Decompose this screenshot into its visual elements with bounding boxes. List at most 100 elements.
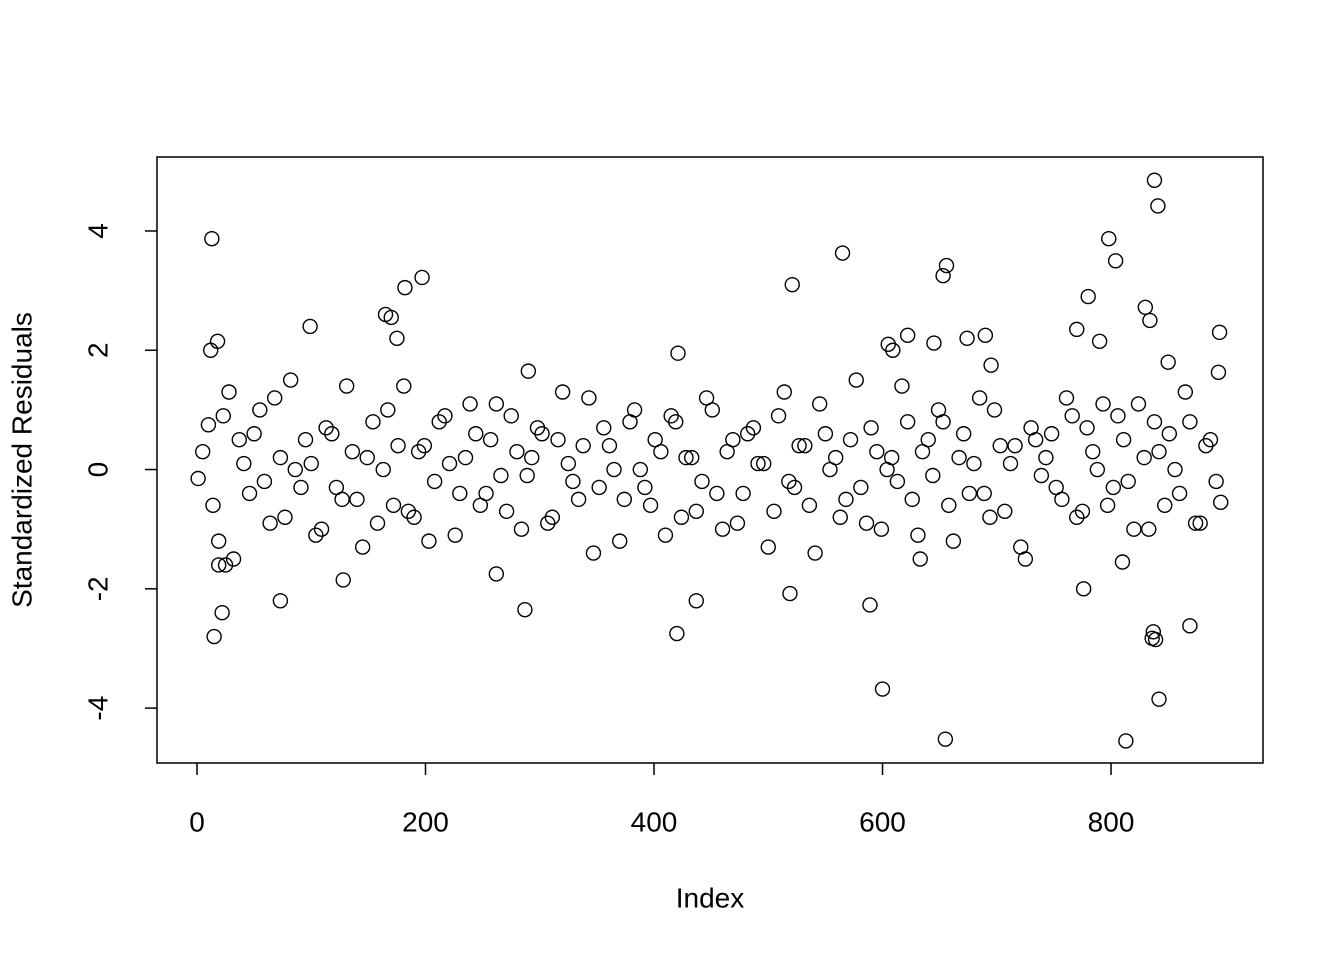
point	[873, 521, 890, 537]
point	[400, 503, 417, 519]
point	[673, 509, 690, 525]
point	[760, 539, 776, 555]
point	[488, 396, 505, 412]
point	[426, 473, 443, 490]
point	[885, 342, 901, 358]
point	[1075, 581, 1092, 597]
point	[992, 437, 1008, 454]
point	[740, 426, 756, 442]
point	[560, 455, 577, 472]
point	[1099, 497, 1116, 514]
point	[550, 432, 566, 448]
point	[1114, 554, 1131, 570]
y-tick-label: 4	[82, 223, 113, 239]
point	[354, 539, 371, 555]
point	[904, 491, 920, 508]
point	[437, 408, 453, 424]
point	[519, 467, 535, 484]
point	[1213, 494, 1229, 511]
point	[1182, 618, 1198, 634]
point	[688, 503, 704, 519]
point	[190, 470, 206, 487]
point	[807, 545, 823, 561]
point	[272, 593, 289, 609]
point	[1089, 461, 1106, 478]
point	[745, 420, 762, 436]
point	[1142, 312, 1158, 329]
point	[647, 432, 663, 448]
point	[1187, 515, 1204, 531]
point	[1192, 515, 1208, 531]
point	[982, 509, 998, 525]
point	[626, 402, 643, 418]
point	[256, 473, 273, 490]
point	[801, 497, 818, 514]
point	[894, 378, 910, 394]
point	[431, 414, 447, 430]
point	[359, 449, 375, 466]
point	[303, 455, 319, 472]
point	[293, 479, 309, 496]
point	[601, 437, 618, 454]
point	[1208, 473, 1224, 490]
point	[889, 473, 906, 490]
point	[565, 473, 581, 490]
point	[308, 527, 324, 543]
point	[1074, 503, 1091, 519]
point	[369, 515, 386, 531]
point	[1177, 384, 1194, 400]
point	[318, 420, 334, 436]
y-axis-label: Standardized Residuals	[6, 312, 37, 608]
point	[853, 479, 869, 496]
point	[925, 467, 941, 484]
point	[832, 509, 848, 525]
point	[937, 731, 954, 747]
point	[1038, 449, 1054, 466]
point	[581, 390, 597, 406]
point	[669, 625, 685, 642]
point	[396, 378, 412, 394]
point	[1118, 733, 1134, 749]
point	[955, 426, 972, 442]
point	[390, 437, 406, 454]
point	[1126, 521, 1142, 537]
point	[1107, 253, 1124, 269]
point	[784, 276, 800, 293]
point	[1105, 479, 1122, 496]
point	[729, 515, 746, 531]
point	[848, 372, 864, 388]
point	[951, 449, 967, 466]
point	[670, 345, 686, 361]
point	[1136, 449, 1152, 466]
x-axis-label: Index	[676, 882, 745, 913]
point	[1095, 396, 1111, 412]
point	[941, 497, 957, 514]
point	[1161, 426, 1178, 442]
point	[452, 485, 468, 502]
point	[200, 417, 217, 433]
point	[914, 443, 931, 460]
point	[657, 527, 674, 543]
point	[782, 585, 798, 602]
point	[246, 426, 262, 442]
point	[1069, 321, 1085, 338]
point	[781, 473, 797, 490]
x-tick-label: 400	[631, 806, 678, 837]
point	[858, 515, 875, 531]
point	[959, 330, 975, 347]
point	[945, 533, 962, 549]
point	[225, 551, 242, 567]
point	[231, 432, 247, 448]
point	[1141, 521, 1157, 537]
point	[524, 449, 540, 466]
point	[383, 309, 399, 326]
point	[1058, 390, 1075, 406]
point	[1160, 354, 1176, 370]
point	[822, 461, 838, 478]
point	[1171, 485, 1188, 502]
point	[457, 449, 474, 466]
point	[926, 335, 942, 351]
y-tick-label: 0	[82, 462, 113, 478]
point	[1150, 198, 1166, 214]
point	[1182, 414, 1198, 430]
